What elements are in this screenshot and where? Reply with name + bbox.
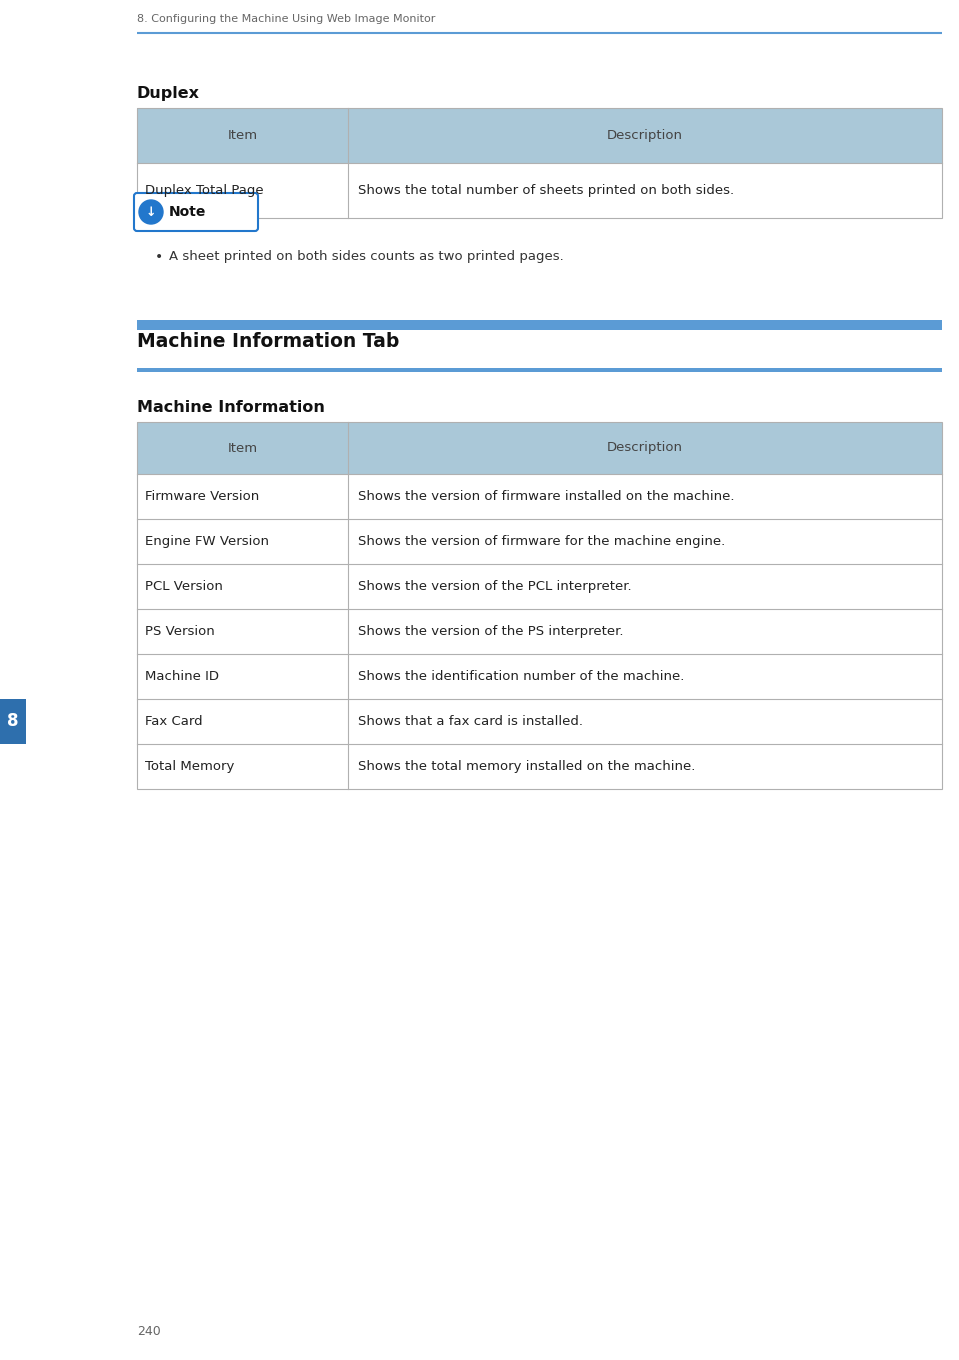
Bar bbox=[0, 699, 26, 744]
Bar bbox=[137, 422, 942, 475]
Bar bbox=[137, 369, 942, 373]
Text: Description: Description bbox=[607, 129, 683, 141]
FancyBboxPatch shape bbox=[134, 193, 258, 231]
Text: ↓: ↓ bbox=[146, 205, 156, 219]
Bar bbox=[137, 107, 942, 218]
Text: A sheet printed on both sides counts as two printed pages.: A sheet printed on both sides counts as … bbox=[169, 250, 564, 262]
Text: Machine Information Tab: Machine Information Tab bbox=[137, 332, 399, 351]
Text: PCL Version: PCL Version bbox=[145, 579, 222, 593]
Text: Shows the version of firmware for the machine engine.: Shows the version of firmware for the ma… bbox=[358, 534, 725, 548]
Text: 8: 8 bbox=[8, 713, 19, 730]
Text: Duplex: Duplex bbox=[137, 86, 200, 101]
Text: Duplex Total Page: Duplex Total Page bbox=[145, 184, 264, 197]
Text: Item: Item bbox=[227, 129, 258, 141]
Text: 240: 240 bbox=[137, 1325, 161, 1338]
Text: Shows the total number of sheets printed on both sides.: Shows the total number of sheets printed… bbox=[358, 184, 734, 197]
Bar bbox=[137, 320, 942, 330]
Text: Description: Description bbox=[607, 442, 683, 454]
Text: Shows the version of the PCL interpreter.: Shows the version of the PCL interpreter… bbox=[358, 579, 632, 593]
Text: PS Version: PS Version bbox=[145, 626, 215, 638]
Text: Fax Card: Fax Card bbox=[145, 715, 202, 728]
Text: •: • bbox=[155, 250, 163, 264]
Text: Shows that a fax card is installed.: Shows that a fax card is installed. bbox=[358, 715, 583, 728]
Text: Shows the version of firmware installed on the machine.: Shows the version of firmware installed … bbox=[358, 490, 735, 503]
Text: Item: Item bbox=[227, 442, 258, 454]
Text: Firmware Version: Firmware Version bbox=[145, 490, 259, 503]
Text: Total Memory: Total Memory bbox=[145, 760, 234, 772]
Text: Shows the identification number of the machine.: Shows the identification number of the m… bbox=[358, 670, 685, 683]
Circle shape bbox=[139, 200, 163, 224]
Text: 8. Configuring the Machine Using Web Image Monitor: 8. Configuring the Machine Using Web Ima… bbox=[137, 14, 435, 24]
Text: Engine FW Version: Engine FW Version bbox=[145, 534, 269, 548]
Bar bbox=[137, 107, 942, 163]
Bar bbox=[137, 422, 942, 789]
Text: Machine Information: Machine Information bbox=[137, 400, 325, 415]
Text: Shows the version of the PS interpreter.: Shows the version of the PS interpreter. bbox=[358, 626, 623, 638]
Text: Shows the total memory installed on the machine.: Shows the total memory installed on the … bbox=[358, 760, 695, 772]
Text: Note: Note bbox=[169, 205, 206, 219]
Text: Machine ID: Machine ID bbox=[145, 670, 219, 683]
